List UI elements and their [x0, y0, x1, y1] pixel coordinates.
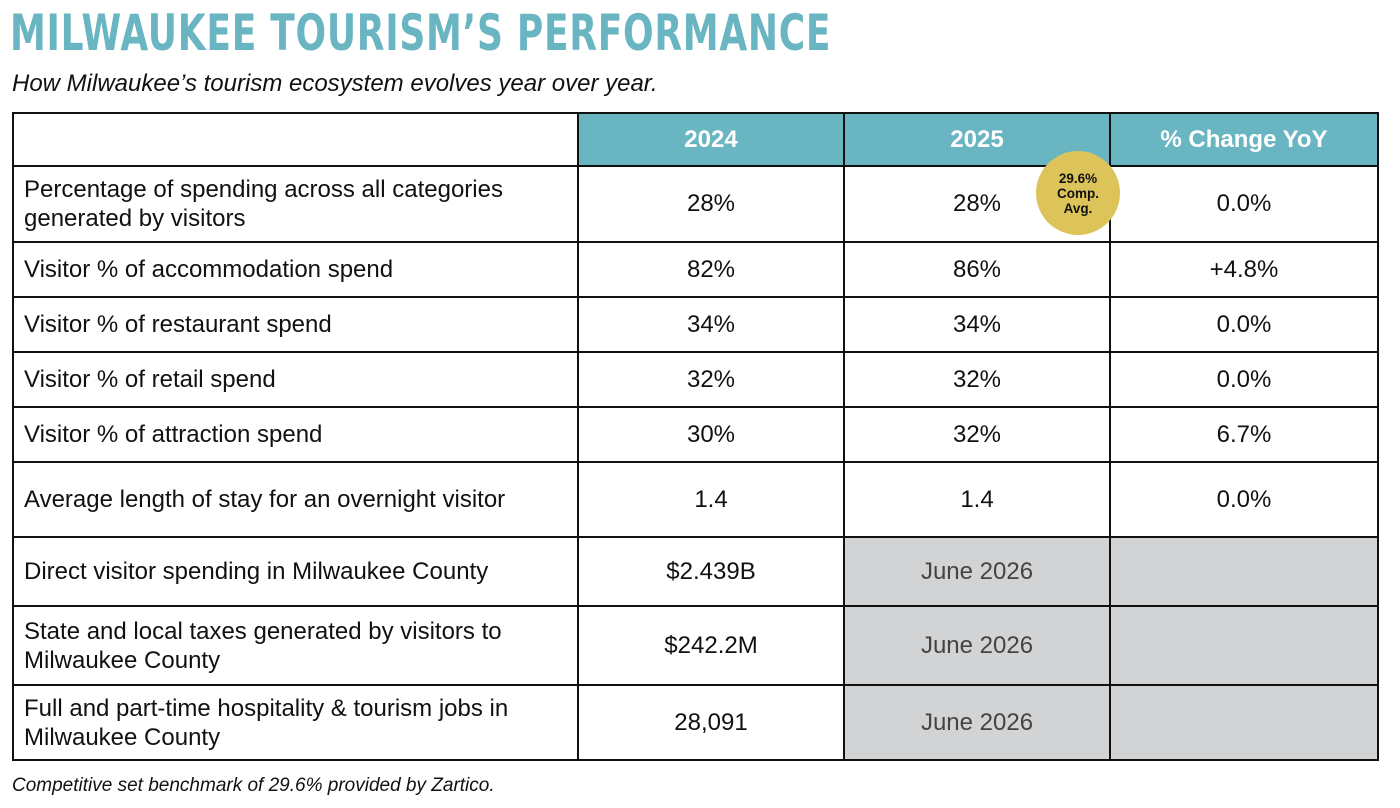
row-label: Visitor % of restaurant spend	[12, 296, 579, 353]
table-row: Visitor % of retail spend 32% 32% 0.0%	[12, 351, 1379, 408]
value-2025: 34%	[843, 296, 1111, 353]
value-2024: 30%	[577, 406, 845, 463]
value-change	[1109, 536, 1379, 607]
performance-table: 2024 2025 % Change YoY Percentage of spe…	[12, 112, 1379, 761]
value-2024: 34%	[577, 296, 845, 353]
header-2024: 2024	[577, 112, 845, 167]
value-2024: 1.4	[577, 461, 845, 538]
value-change: 0.0%	[1109, 461, 1379, 538]
value-2024: 28,091	[577, 684, 845, 761]
value-2025: June 2026	[843, 605, 1111, 686]
value-2024: $242.2M	[577, 605, 845, 686]
value-2025: 32%	[843, 406, 1111, 463]
value-change: +4.8%	[1109, 241, 1379, 298]
value-change: 0.0%	[1109, 165, 1379, 243]
value-2025: June 2026	[843, 684, 1111, 761]
header-blank	[12, 112, 579, 167]
table-row: Visitor % of accommodation spend 82% 86% +4…	[12, 241, 1379, 298]
page-subtitle: How Milwaukee’s tourism ecosystem evolve…	[12, 70, 658, 97]
table-row: Direct visitor spending in Milwaukee Cou…	[12, 536, 1379, 607]
table-row: State and local taxes generated by visit…	[12, 605, 1379, 686]
value-2024: 82%	[577, 241, 845, 298]
row-label: State and local taxes generated by visit…	[12, 605, 579, 686]
row-label: Visitor % of retail spend	[12, 351, 579, 408]
value-2024: 28%	[577, 165, 845, 243]
table-header-row: 2024 2025 % Change YoY	[12, 112, 1379, 167]
value-change: 0.0%	[1109, 296, 1379, 353]
page-title: MILWAUKEE TOURISM’S PERFORMANCE	[10, 4, 832, 62]
value-2025: 1.4	[843, 461, 1111, 538]
header-2025: 2025	[843, 112, 1111, 167]
badge-label-1: Comp.	[1057, 185, 1099, 201]
badge-value: 29.6%	[1058, 170, 1098, 186]
table-row: Average length of stay for an overnight …	[12, 461, 1379, 538]
row-label: Direct visitor spending in Milwaukee Cou…	[12, 536, 579, 607]
row-label: Visitor % of accommodation spend	[12, 241, 579, 298]
row-label: Average length of stay for an overnight …	[12, 461, 579, 538]
value-2025: June 2026	[843, 536, 1111, 607]
table-row: Visitor % of restaurant spend 34% 34% 0.0%	[12, 296, 1379, 353]
value-2024: 32%	[577, 351, 845, 408]
value-2025: 32%	[843, 351, 1111, 408]
comp-avg-badge: 29.6% Comp. Avg.	[1036, 151, 1120, 235]
table-row: Percentage of spending across all catego…	[12, 165, 1379, 243]
badge-label-2: Avg.	[1063, 200, 1093, 216]
header-change: % Change YoY	[1109, 112, 1379, 167]
row-label: Percentage of spending across all catego…	[12, 165, 579, 243]
value-change	[1109, 605, 1379, 686]
row-label: Full and part-time hospitality & tourism…	[12, 684, 579, 761]
row-label: Visitor % of attraction spend	[12, 406, 579, 463]
value-2024: $2.439B	[577, 536, 845, 607]
value-change	[1109, 684, 1379, 761]
value-2025: 86%	[843, 241, 1111, 298]
footnote: Competitive set benchmark of 29.6% provi…	[12, 775, 495, 796]
table-row: Visitor % of attraction spend 30% 32% 6.7%	[12, 406, 1379, 463]
value-change: 0.0%	[1109, 351, 1379, 408]
table-row: Full and part-time hospitality & tourism…	[12, 684, 1379, 761]
value-change: 6.7%	[1109, 406, 1379, 463]
